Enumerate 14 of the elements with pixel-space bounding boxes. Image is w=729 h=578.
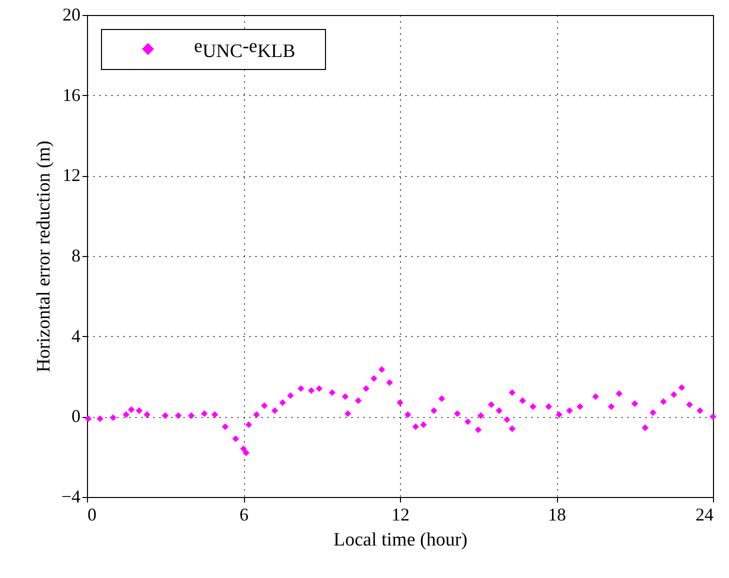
y-tick-label: −4 [61,486,80,506]
y-tick-label: 12 [62,165,80,186]
x-tick-label: 0 [88,504,96,524]
x-axis-title: Local time (hour) [333,530,468,550]
x-tick-label: 6 [240,504,248,524]
x-tick-label: 12 [392,504,410,524]
y-tick-label: 8 [72,246,80,266]
x-tick-label: 18 [548,504,566,524]
x-tick-label: 24 [696,504,714,524]
y-tick-label: 16 [62,84,80,105]
y-tick-label: 4 [72,326,80,346]
y-tick-label: 0 [72,406,80,426]
y-tick-label: 20 [62,4,80,24]
y-axis-title: Horizontal error reduction (m) [33,140,54,372]
